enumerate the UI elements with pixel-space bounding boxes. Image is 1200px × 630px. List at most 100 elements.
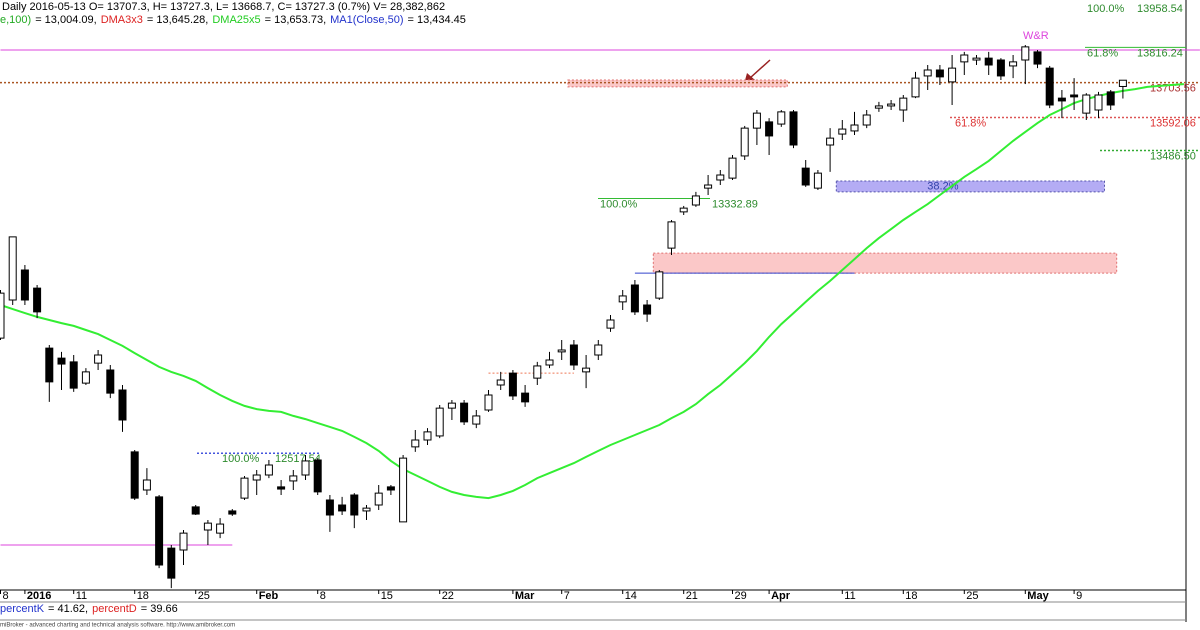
candle-body	[191, 506, 200, 515]
x-tick-label: 22	[442, 590, 454, 602]
x-tick-label: 25	[198, 590, 210, 602]
x-tick-label: 25	[966, 590, 978, 602]
x-tick-label: 2016	[27, 590, 51, 602]
chart-header: Daily 2016-05-13 O= 13707.3, H= 13727.3,…	[2, 1, 445, 13]
candle-body	[1106, 91, 1115, 106]
candle-body	[1057, 97, 1066, 102]
candle-body	[350, 494, 359, 516]
candle-body	[1118, 79, 1127, 87]
candle-body	[167, 547, 176, 579]
candle-body	[1082, 94, 1091, 114]
candle-body	[203, 522, 212, 531]
candle-body	[69, 361, 78, 389]
candle-body	[984, 57, 993, 66]
fib-percent: 61.8%	[1087, 47, 1118, 59]
fib-value-label: 13816.24	[1137, 47, 1183, 59]
candle-body	[533, 365, 542, 379]
candle-body	[435, 407, 444, 437]
x-tick-label: 7	[564, 590, 570, 602]
candle-body	[313, 459, 322, 493]
candle-body	[948, 67, 957, 83]
x-tick-label: 11	[76, 590, 87, 602]
candle-body	[1070, 94, 1079, 98]
x-tick-label: 29	[735, 590, 747, 602]
candle-body	[386, 486, 395, 491]
candle-body	[752, 112, 761, 129]
candle-body	[972, 57, 981, 61]
x-tick-label: 9	[1076, 590, 1082, 602]
candle-body	[838, 128, 847, 135]
candle-body	[374, 492, 383, 506]
fib-value-label: 13332.89	[712, 198, 758, 210]
x-tick-label: Mar	[515, 590, 535, 602]
candle-body	[496, 379, 505, 386]
candle-body	[508, 372, 517, 397]
fib-value-label: 13958.54	[1137, 3, 1183, 15]
fib-value-label: 13592.06	[1150, 117, 1196, 129]
oscillator-item: = 39.66	[141, 603, 178, 615]
zone	[652, 252, 1118, 274]
fib-percent: 100.0%	[1087, 3, 1125, 15]
candle-body	[301, 460, 310, 476]
candle-body	[630, 284, 639, 313]
candle-body	[118, 389, 127, 421]
oscillator-item: = 41.62,	[48, 603, 88, 615]
candle-body	[850, 124, 859, 132]
x-tick-label: 14	[625, 590, 637, 602]
candle-body	[911, 77, 920, 98]
candle-body	[33, 287, 42, 313]
candle-body	[765, 121, 774, 137]
candle-body	[228, 510, 237, 515]
candle-body	[81, 371, 90, 384]
candle-body	[57, 357, 66, 365]
candle-body	[338, 504, 347, 512]
candle-body	[325, 499, 334, 516]
indicator-item: MA1(Close,50)	[330, 14, 403, 26]
x-tick-label: 18	[905, 590, 917, 602]
candle-body	[826, 137, 835, 146]
candle-body	[557, 349, 566, 353]
candle-body	[240, 477, 249, 499]
candle-body	[594, 344, 603, 356]
zone-label: 38.2%	[927, 180, 958, 192]
candle-body	[862, 114, 871, 126]
fib-value-label: 13486.50	[1150, 150, 1196, 162]
candle-body	[289, 475, 298, 482]
indicator-item: DMA3x3	[101, 14, 143, 26]
candle-body	[484, 394, 493, 411]
indicator-item: = 13,434.45	[408, 14, 466, 26]
x-tick-label: 15	[381, 590, 393, 602]
candle-body	[1045, 67, 1054, 106]
zone	[835, 180, 1105, 193]
indicator-item: = 13,645.28,	[147, 14, 208, 26]
candle-body	[728, 157, 737, 179]
candle-body	[960, 54, 969, 63]
annotation: W&R	[1023, 30, 1049, 42]
oscillator-item: percentD	[92, 603, 137, 615]
candle-body	[679, 207, 688, 213]
candle-body	[447, 402, 456, 409]
indicator-item: e,100)	[0, 14, 31, 26]
candle-body	[777, 111, 786, 125]
x-tick-label: 11	[844, 590, 855, 602]
zone	[567, 79, 788, 88]
candle-body	[716, 174, 725, 181]
candle-body	[801, 167, 810, 186]
candle-body	[277, 486, 286, 490]
x-tick-label: Apr	[771, 590, 791, 602]
fib-percent: 100.0%	[222, 453, 260, 465]
x-tick-label: Feb	[259, 590, 279, 602]
candle-body	[20, 269, 29, 301]
candle-body	[106, 369, 115, 394]
candle-body	[618, 295, 627, 303]
candle-body	[264, 464, 273, 476]
candle-body	[0, 292, 5, 339]
candle-body	[667, 221, 676, 249]
candle-body	[94, 354, 103, 364]
candle-body	[216, 523, 225, 534]
candle-body	[545, 359, 554, 366]
fib-percent: 61.8%	[955, 117, 986, 129]
